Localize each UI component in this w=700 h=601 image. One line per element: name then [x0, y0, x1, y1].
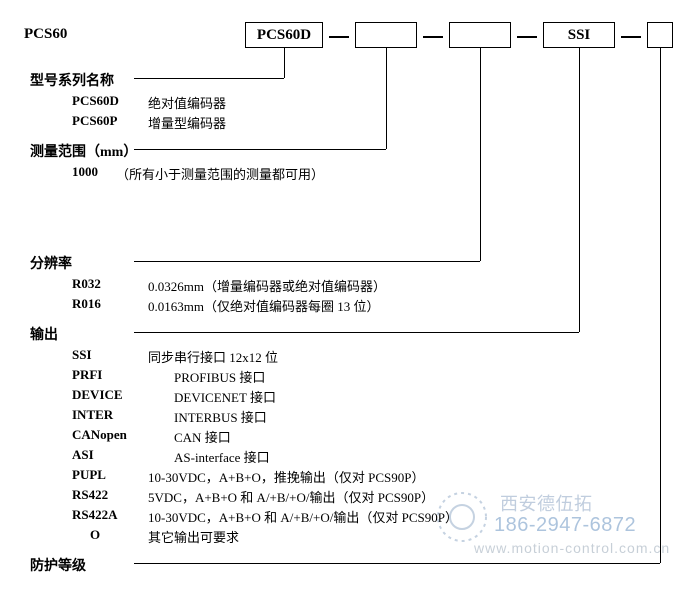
box-separator [423, 36, 443, 38]
connector-v [480, 48, 481, 261]
ordering-box-0: PCS60D [245, 22, 323, 48]
option-code: SSI [72, 347, 92, 363]
ordering-box-3: SSI [543, 22, 615, 48]
option-desc: 0.0163mm（仅绝对值编码器每圈 13 位） [148, 296, 379, 315]
option-desc: 5VDC，A+B+O 和 A/+B/+O/输出（仅对 PCS90P） [148, 487, 434, 506]
option-code: INTER [72, 407, 113, 423]
option-desc: AS-interface 接口 [174, 447, 270, 466]
option-desc: 其它输出可要求 [148, 527, 239, 546]
product-code-label: PCS60 [24, 26, 67, 43]
section-title: 测量范围（mm） [30, 141, 137, 161]
box-separator [517, 36, 537, 38]
watermark-url: www.motion-control.com.cn [474, 540, 670, 556]
option-code: CANopen [72, 427, 127, 443]
option-desc: CAN 接口 [174, 427, 231, 446]
section-title: 分辨率 [30, 253, 72, 273]
connector-v [579, 48, 580, 332]
option-code: R016 [72, 296, 101, 312]
watermark-phone: 186-2947-6872 [494, 514, 636, 537]
connector-h [134, 563, 660, 564]
option-code: PCS60P [72, 113, 118, 129]
section-title: 防护等级 [30, 555, 86, 575]
option-code: PRFI [72, 367, 102, 383]
watermark-company: 西安德伍拓 [500, 490, 593, 516]
option-code: O [90, 527, 100, 543]
connector-v [284, 48, 285, 78]
option-desc: INTERBUS 接口 [174, 407, 267, 426]
option-code: ASI [72, 447, 94, 463]
option-code: RS422A [72, 507, 118, 523]
connector-v [660, 48, 661, 563]
option-code: RS422 [72, 487, 108, 503]
section-title: 输出 [30, 324, 58, 344]
option-desc: 同步串行接口 12x12 位 [148, 347, 278, 366]
box-separator [329, 36, 349, 38]
ordering-box-4 [647, 22, 673, 48]
option-desc: （所有小于测量范围的测量都可用） [116, 164, 324, 183]
option-desc: 10-30VDC，A+B+O 和 A/+B/+O/输出（仅对 PCS90P） [148, 507, 458, 526]
option-code: DEVICE [72, 387, 123, 403]
option-code: R032 [72, 276, 101, 292]
option-desc: DEVICENET 接口 [174, 387, 276, 406]
box-separator [621, 36, 641, 38]
connector-v [386, 48, 387, 149]
connector-h [134, 261, 480, 262]
ordering-box-1 [355, 22, 417, 48]
option-desc: 0.0326mm（增量编码器或绝对值编码器） [148, 276, 386, 295]
watermark-logo [432, 487, 492, 547]
connector-h [134, 332, 579, 333]
connector-h [134, 149, 386, 150]
option-desc: PROFIBUS 接口 [174, 367, 265, 386]
option-code: 1000 [72, 164, 98, 180]
option-desc: 绝对值编码器 [148, 93, 226, 112]
option-code: PCS60D [72, 93, 119, 109]
option-desc: 增量型编码器 [148, 113, 226, 132]
section-title: 型号系列名称 [30, 70, 114, 90]
option-desc: 10-30VDC，A+B+O，推挽输出（仅对 PCS90P） [148, 467, 425, 486]
option-code: PUPL [72, 467, 106, 483]
connector-h [134, 78, 284, 79]
ordering-box-2 [449, 22, 511, 48]
